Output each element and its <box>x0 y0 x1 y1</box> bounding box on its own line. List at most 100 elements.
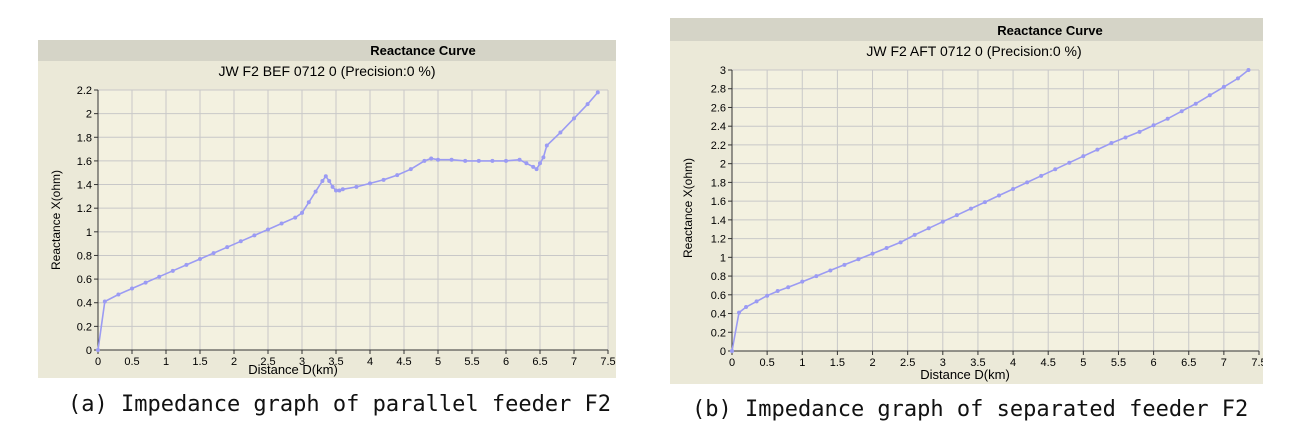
x-tick-label: 2.5 <box>260 356 275 368</box>
data-point <box>954 213 959 218</box>
data-point <box>130 286 134 291</box>
data-point <box>327 179 332 183</box>
data-point <box>157 274 162 279</box>
y-tick-label: 1.4 <box>77 180 92 192</box>
data-point <box>524 161 529 166</box>
data-point <box>436 157 440 162</box>
x-tick-label: 2 <box>869 357 875 369</box>
x-tick-label: 5 <box>435 356 441 368</box>
y-tick-label: 0.2 <box>77 321 92 333</box>
y-tick-label: 0 <box>86 345 92 357</box>
y-tick-label: 1.8 <box>711 177 726 189</box>
data-point <box>337 188 342 193</box>
y-tick-label: 1.6 <box>77 156 92 168</box>
y-tick-label: 0.8 <box>77 250 92 262</box>
data-point <box>1235 76 1240 81</box>
x-axis-label: Distance D(km) <box>248 362 338 377</box>
data-point <box>1053 167 1058 172</box>
data-point <box>320 179 325 183</box>
data-point <box>313 189 318 194</box>
chart-svg-parallel: Reactance Curve JW F2 BEF 0712 0 (Precis… <box>38 40 616 378</box>
data-point <box>1109 141 1114 146</box>
y-tick-label: 0.6 <box>77 274 92 286</box>
data-point <box>143 280 148 285</box>
data-point <box>1151 123 1156 128</box>
y-tick-label: 0.2 <box>711 327 726 339</box>
data-point <box>534 167 539 172</box>
data-point <box>1207 93 1212 98</box>
data-point <box>1081 154 1086 159</box>
y-tick-label: 0.4 <box>77 298 92 310</box>
data-point <box>884 245 889 250</box>
data-point <box>572 116 576 121</box>
chart-panel-separated: Reactance Curve JW F2 AFT 0712 0 (Precis… <box>670 18 1263 384</box>
data-point <box>926 226 931 231</box>
data-point <box>856 257 861 262</box>
data-point <box>198 257 202 261</box>
chart-svg-separated: Reactance Curve JW F2 AFT 0712 0 (Precis… <box>670 18 1263 384</box>
data-point <box>408 167 413 172</box>
y-tick-label: 1.4 <box>711 215 726 227</box>
data-point <box>870 251 875 256</box>
x-tick-label: 2 <box>231 356 237 368</box>
data-point <box>170 268 175 273</box>
data-point <box>842 262 847 267</box>
data-point <box>1137 129 1142 134</box>
y-tick-label: 2.8 <box>711 84 726 96</box>
x-tick-label: 4 <box>1010 357 1016 369</box>
data-point <box>116 292 121 297</box>
data-point <box>1246 68 1251 72</box>
y-axis-label: Reactance X(ohm) <box>681 158 695 258</box>
y-tick-label: 0.4 <box>711 309 726 321</box>
x-tick-label: 5 <box>1080 357 1086 369</box>
plot-area: 0 0.5 1 1.5 2 2.5 3 3.5 4 4.5 5 5.5 6 6.5 7 7.5 0 0.2 0.4 0… <box>77 85 616 368</box>
data-point <box>541 155 546 160</box>
data-point <box>293 215 298 220</box>
y-tick-label: 2.2 <box>711 140 726 152</box>
panel-header-bar <box>38 40 616 61</box>
x-tick-label: 3 <box>299 356 305 368</box>
x-tick-label: 1 <box>163 356 169 368</box>
x-tick-label: 6.5 <box>1181 357 1196 369</box>
data-point <box>395 173 400 178</box>
y-tick-label: 1.2 <box>711 234 726 246</box>
data-point <box>517 157 522 162</box>
data-point <box>340 187 345 192</box>
data-point <box>1039 173 1044 178</box>
x-tick-label: 7 <box>1221 357 1227 369</box>
x-tick-label: 0.5 <box>124 356 139 368</box>
y-tick-label: 2.4 <box>711 121 726 133</box>
x-tick-label: 1 <box>799 357 805 369</box>
y-tick-label: 0.6 <box>711 290 726 302</box>
data-point <box>368 181 372 186</box>
panel-header-bar <box>670 18 1263 41</box>
data-point <box>354 184 359 189</box>
data-point <box>737 310 742 315</box>
data-point <box>1179 109 1184 114</box>
data-point <box>1011 186 1016 191</box>
x-tick-label: 1.5 <box>192 356 207 368</box>
data-point <box>238 239 243 244</box>
x-tick-label: 5.5 <box>1111 357 1126 369</box>
data-point <box>252 233 257 238</box>
x-tick-label: 7.5 <box>1251 357 1263 369</box>
data-point <box>225 245 230 250</box>
data-point <box>306 200 311 205</box>
data-point <box>1193 101 1198 106</box>
y-tick-label: 2.2 <box>77 85 92 97</box>
x-tick-label: 4 <box>367 356 373 368</box>
data-point <box>786 285 791 290</box>
y-tick-label: 2 <box>86 109 92 121</box>
data-point <box>744 304 749 309</box>
panel-header-title: Reactance Curve <box>997 23 1103 38</box>
y-tick-label: 1 <box>86 227 92 239</box>
data-point <box>1067 160 1072 165</box>
data-point <box>334 188 338 193</box>
chart-title: JW F2 AFT 0712 0 (Precision:0 %) <box>866 43 1081 59</box>
y-tick-label: 3 <box>720 65 726 77</box>
data-point <box>330 184 335 189</box>
y-tick-label: 2.6 <box>711 102 726 114</box>
data-point <box>323 174 328 179</box>
x-tick-label: 0 <box>95 356 101 368</box>
data-point <box>1221 84 1226 89</box>
